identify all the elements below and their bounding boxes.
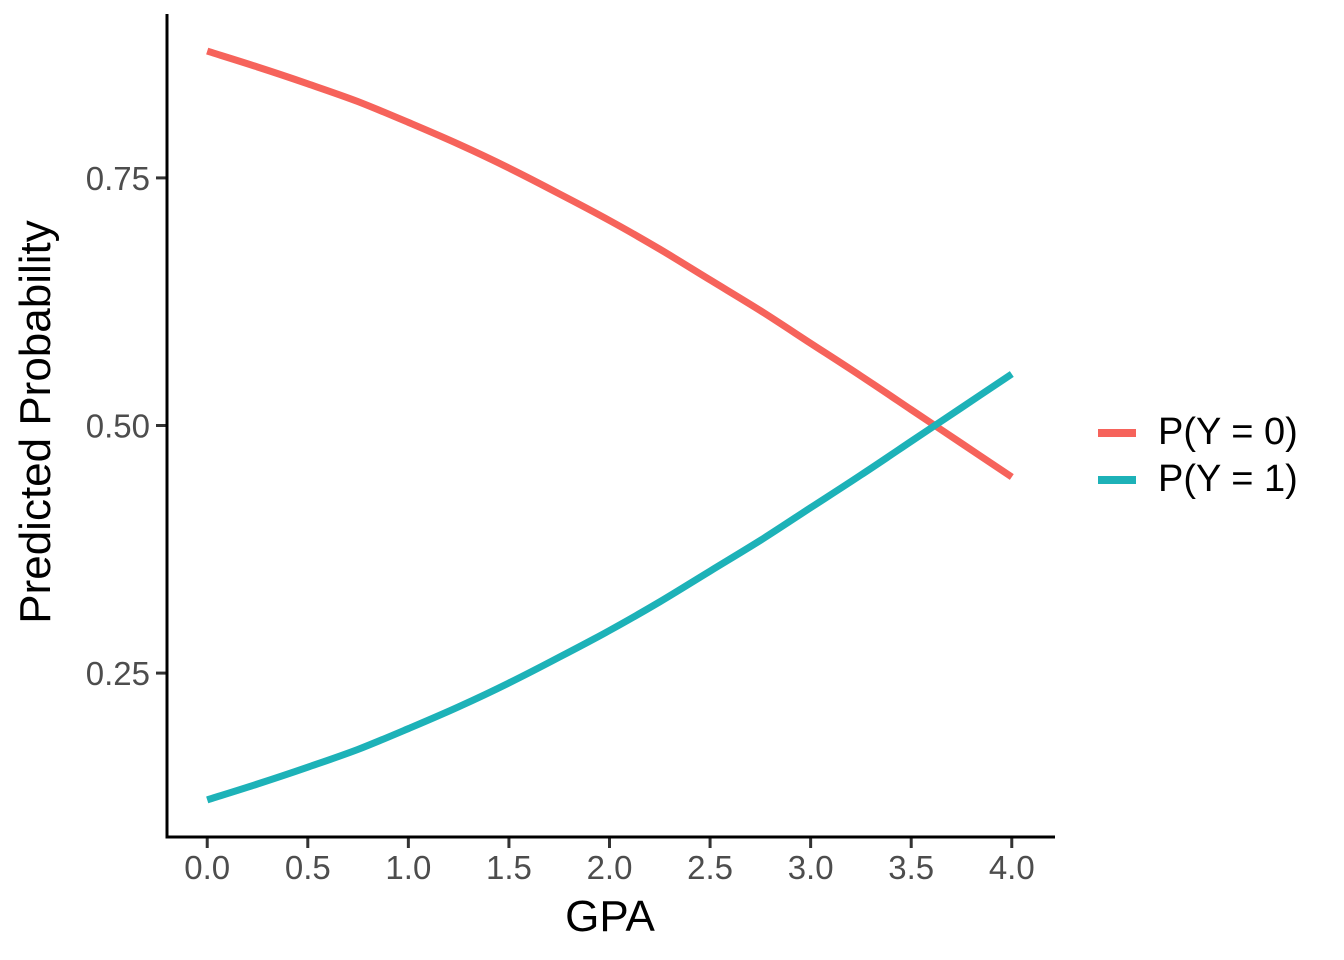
x-tick-label: 1.0 xyxy=(385,849,431,886)
y-tick-label: 0.50 xyxy=(86,408,150,445)
x-tick-label: 3.5 xyxy=(888,849,934,886)
x-tick-label: 1.5 xyxy=(486,849,532,886)
y-tick-label: 0.25 xyxy=(86,655,150,692)
x-ticks: 0.0 0.5 1.0 1.5 2.0 2.5 3.0 3.5 4.0 xyxy=(184,838,1035,886)
legend-swatch-p-y0 xyxy=(1098,428,1136,437)
x-axis-title: GPA xyxy=(565,892,655,941)
x-tick-label: 2.5 xyxy=(687,849,733,886)
y-tick-label: 0.75 xyxy=(86,160,150,197)
legend: P(Y = 0) P(Y = 1) xyxy=(1098,409,1298,503)
legend-label-p-y1: P(Y = 1) xyxy=(1158,458,1298,500)
legend-item-p-y0: P(Y = 0) xyxy=(1098,409,1298,456)
x-tick-label: 4.0 xyxy=(989,849,1035,886)
x-tick-label: 0.0 xyxy=(184,849,230,886)
y-axis-title: Predicted Probability xyxy=(11,220,60,624)
legend-label-p-y0: P(Y = 0) xyxy=(1158,411,1298,453)
legend-swatch-p-y1 xyxy=(1098,475,1136,484)
y-ticks: 0.25 0.50 0.75 xyxy=(86,160,166,692)
curves xyxy=(206,47,1014,804)
x-tick-label: 0.5 xyxy=(285,849,331,886)
curve-p-y0 xyxy=(206,47,1014,480)
x-tick-label: 3.0 xyxy=(788,849,834,886)
x-tick-label: 2.0 xyxy=(587,849,633,886)
legend-item-p-y1: P(Y = 1) xyxy=(1098,456,1298,503)
curve-p-y1 xyxy=(206,371,1014,804)
